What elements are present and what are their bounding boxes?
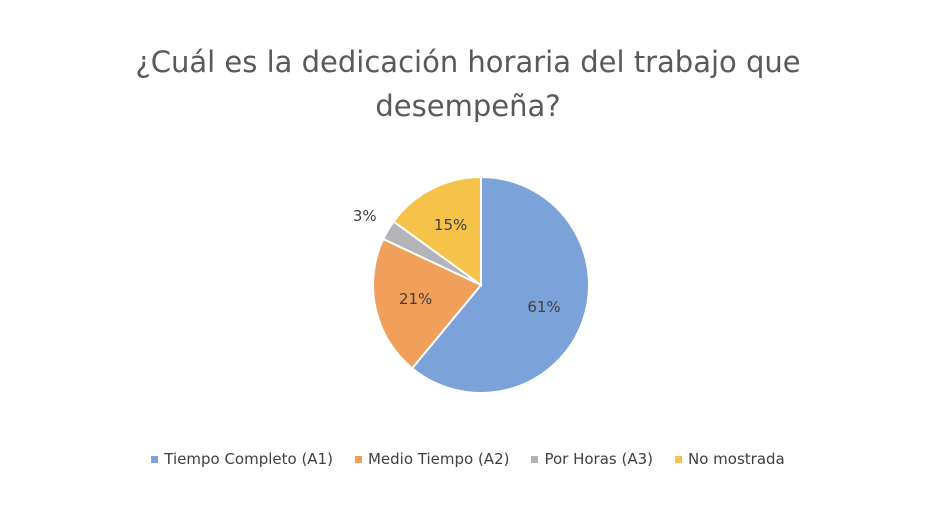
data-label: 21% — [399, 290, 432, 308]
legend-item: No mostrada — [675, 450, 785, 468]
legend-swatch — [354, 455, 362, 463]
chart: 61% 21% 3% 15% — [353, 175, 590, 394]
data-label: 3% — [353, 207, 377, 225]
data-label: 15% — [434, 216, 467, 234]
legend-swatch — [675, 455, 682, 463]
legend: Tiempo Completo (A1) Medio Tiempo (A2) Por… — [0, 450, 936, 468]
legend-item: Por Horas (A3) — [531, 450, 653, 468]
legend-label: No mostrada — [688, 450, 785, 468]
legend-label: Por Horas (A3) — [544, 450, 653, 468]
legend-item: Medio Tiempo (A2) — [354, 450, 510, 468]
legend-label: Medio Tiempo (A2) — [367, 450, 510, 468]
legend-item: Tiempo Completo (A1) — [151, 450, 333, 468]
legend-swatch — [151, 455, 159, 463]
data-label: 61% — [527, 298, 560, 316]
chart-title: ¿Cuál es la dedicación horaria del traba… — [135, 45, 801, 123]
legend-label: Tiempo Completo (A1) — [164, 450, 333, 468]
legend-swatch — [531, 455, 539, 463]
pie-slice — [392, 175, 482, 287]
pie-slice — [410, 175, 590, 394]
pie-slice — [372, 237, 483, 370]
